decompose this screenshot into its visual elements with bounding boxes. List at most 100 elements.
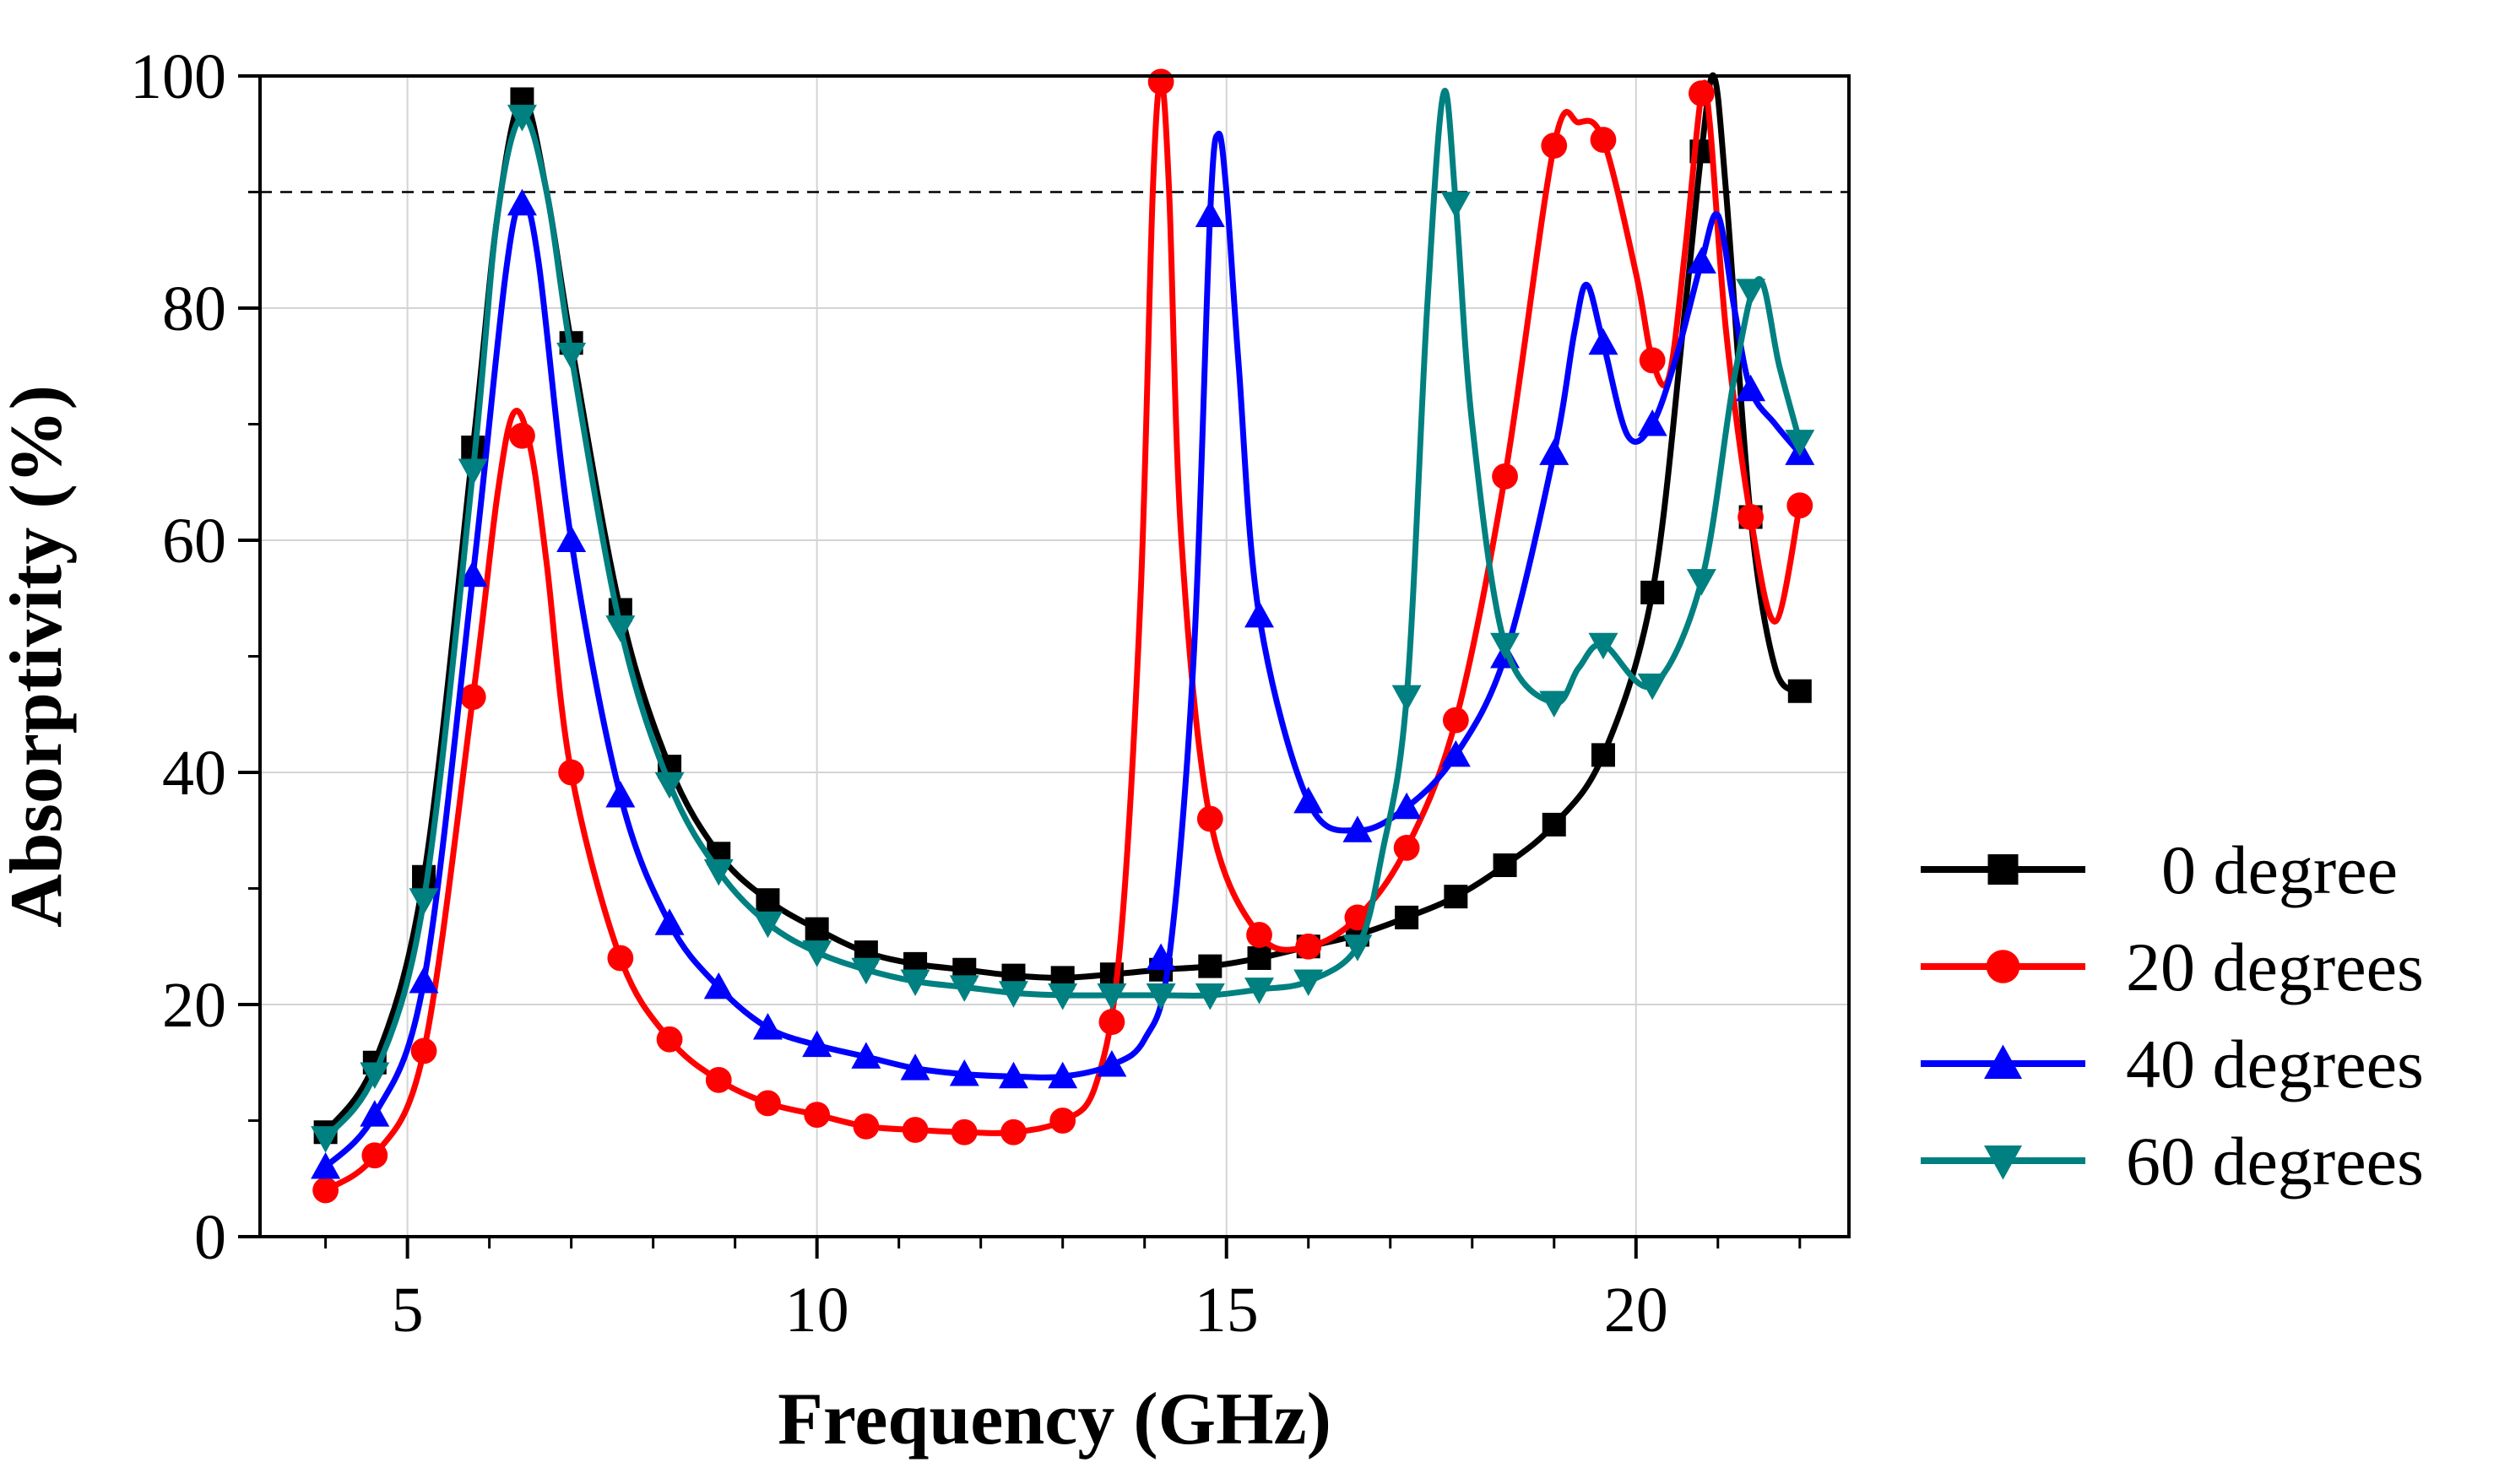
- y-tick-label: 40: [162, 738, 226, 809]
- data-point: [1786, 492, 1813, 519]
- data-point: [1147, 68, 1174, 95]
- legend-label: 60 degrees: [2126, 1123, 2424, 1200]
- data-point: [998, 981, 1028, 1008]
- data-point: [1097, 1050, 1127, 1077]
- data-point: [1146, 983, 1176, 1010]
- data-point: [949, 975, 979, 1002]
- legend: 0 degree 20 degrees 40 degrees 60 degrees: [1921, 831, 2424, 1200]
- data-point: [1342, 815, 1373, 842]
- data-point: [1098, 1009, 1125, 1036]
- data-point: [605, 781, 636, 808]
- data-point: [1391, 685, 1422, 712]
- legend-item-1: 20 degrees: [1921, 929, 2424, 1005]
- data-point: [851, 957, 881, 985]
- series-group: [311, 68, 1815, 1204]
- data-point: [1000, 1118, 1027, 1145]
- data-point: [802, 1030, 832, 1058]
- data-point: [1293, 969, 1324, 996]
- x-tick-label: 20: [1604, 1275, 1668, 1346]
- data-point: [1639, 347, 1666, 374]
- y-tick-label: 60: [162, 506, 226, 577]
- data-point: [804, 1102, 831, 1129]
- y-tick-label: 80: [162, 274, 226, 344]
- data-point: [1196, 805, 1223, 832]
- legend-item-0: 0 degree: [1921, 831, 2398, 908]
- data-point: [853, 1113, 880, 1140]
- legend-item-2: 40 degrees: [1921, 1026, 2424, 1102]
- data-point: [1640, 580, 1665, 604]
- data-point: [1541, 133, 1568, 159]
- x-tick-label: 5: [392, 1275, 424, 1346]
- data-point: [1588, 632, 1618, 660]
- data-point: [312, 1177, 339, 1204]
- data-point: [556, 343, 587, 370]
- data-point: [752, 911, 783, 939]
- grid-lines: [260, 75, 1849, 1238]
- data-point: [1049, 1108, 1076, 1134]
- data-point: [1736, 374, 1766, 402]
- series-2: [311, 130, 1815, 1179]
- data-point: [409, 967, 439, 994]
- data-point: [752, 1013, 783, 1040]
- data-point: [1097, 983, 1127, 1010]
- data-point: [1787, 679, 1812, 703]
- legend-marker: [1987, 854, 2019, 885]
- data-point: [1244, 600, 1275, 628]
- data-point: [1395, 905, 1419, 929]
- data-point: [1247, 946, 1271, 970]
- data-point: [1686, 246, 1716, 274]
- data-point: [654, 772, 685, 799]
- y-tick-label: 20: [162, 970, 226, 1041]
- legend-label: 0 degree: [2161, 831, 2398, 908]
- data-point: [951, 1118, 978, 1145]
- x-axis-title: Frequency (GHz): [778, 1378, 1331, 1460]
- data-point: [1246, 922, 1272, 948]
- data-point: [311, 1126, 341, 1153]
- data-point: [1637, 673, 1667, 701]
- data-point: [605, 615, 636, 642]
- data-point: [1785, 430, 1815, 457]
- data-point: [1198, 954, 1222, 978]
- data-point: [509, 422, 535, 449]
- legend-marker: [1986, 950, 2020, 983]
- data-point: [1440, 192, 1471, 219]
- data-point: [1342, 934, 1373, 961]
- axis-ticks: 5 10 15 20 0 20 40 60 80 100: [130, 41, 1802, 1346]
- data-point: [311, 1152, 341, 1179]
- data-point: [1686, 569, 1716, 596]
- x-tick-label: 10: [785, 1275, 849, 1346]
- data-point: [1539, 691, 1569, 718]
- data-point: [1542, 812, 1566, 837]
- data-point: [805, 917, 829, 941]
- data-point: [1048, 983, 1078, 1010]
- data-point: [949, 1059, 979, 1086]
- data-point: [361, 1142, 388, 1169]
- data-point: [756, 888, 780, 913]
- legend-item-3: 60 degrees: [1921, 1123, 2424, 1200]
- data-point: [558, 759, 585, 786]
- data-point: [607, 945, 634, 972]
- data-point: [1737, 504, 1764, 530]
- data-point: [1590, 127, 1617, 154]
- data-point: [1492, 463, 1518, 490]
- data-point: [998, 1061, 1028, 1089]
- legend-marker: [1984, 1044, 2022, 1079]
- data-point: [1736, 279, 1766, 306]
- data-point: [1195, 983, 1225, 1010]
- legend-label: 20 degrees: [2126, 929, 2424, 1005]
- plot-frame: [258, 74, 1851, 1238]
- data-point: [1440, 739, 1471, 767]
- data-point: [1146, 943, 1176, 970]
- data-point: [1244, 978, 1275, 1005]
- data-point: [360, 1062, 390, 1089]
- data-point: [1391, 792, 1422, 820]
- data-point: [1637, 409, 1667, 436]
- y-axis-title: Absorptivity (%): [0, 385, 78, 928]
- data-point: [360, 1100, 390, 1127]
- data-point: [1048, 1061, 1078, 1089]
- data-point: [556, 525, 587, 552]
- data-point: [507, 105, 537, 132]
- data-point: [458, 560, 488, 588]
- series-3: [311, 88, 1815, 1153]
